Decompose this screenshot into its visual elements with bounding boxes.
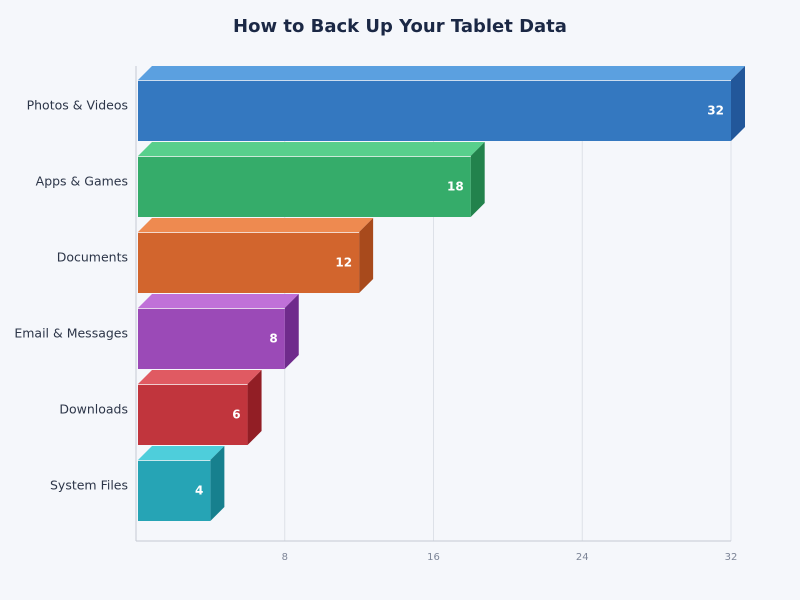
category-label: Email & Messages (14, 326, 128, 341)
x-tick-label: 24 (576, 552, 589, 563)
x-tick-label: 8 (282, 552, 288, 563)
bar-side-face (359, 218, 374, 293)
bar-value-label: 32 (707, 104, 724, 118)
bar-top-face (138, 370, 262, 384)
bar-value-label: 6 (232, 408, 240, 422)
bar (138, 156, 471, 217)
bar (138, 460, 211, 521)
bar-side-face (731, 66, 745, 141)
bar-side-face (284, 294, 299, 369)
bar-side-face (470, 142, 485, 217)
category-label: Photos & Videos (27, 98, 128, 113)
bar-side-face (247, 370, 262, 445)
category-label: System Files (50, 478, 128, 493)
bar (138, 384, 248, 445)
category-label: Apps & Games (36, 174, 128, 189)
x-tick-label: 32 (725, 552, 738, 563)
bar-top-face (138, 294, 299, 308)
bar-top-face (138, 142, 485, 156)
category-label: Downloads (59, 402, 128, 417)
bar-side-face (210, 446, 225, 521)
bar-value-label: 4 (195, 484, 203, 498)
bar (138, 232, 360, 293)
bar-value-label: 8 (269, 332, 277, 346)
bar-value-label: 18 (447, 180, 464, 194)
bar (138, 308, 285, 369)
category-label: Documents (57, 250, 128, 265)
chart-title: How to Back Up Your Tablet Data (233, 16, 567, 37)
bar-value-label: 12 (335, 256, 352, 270)
bar-top-face (138, 218, 374, 232)
bar (138, 80, 731, 141)
bar-top-face (138, 66, 745, 80)
x-tick-label: 16 (427, 552, 440, 563)
bar-top-face (138, 446, 225, 460)
